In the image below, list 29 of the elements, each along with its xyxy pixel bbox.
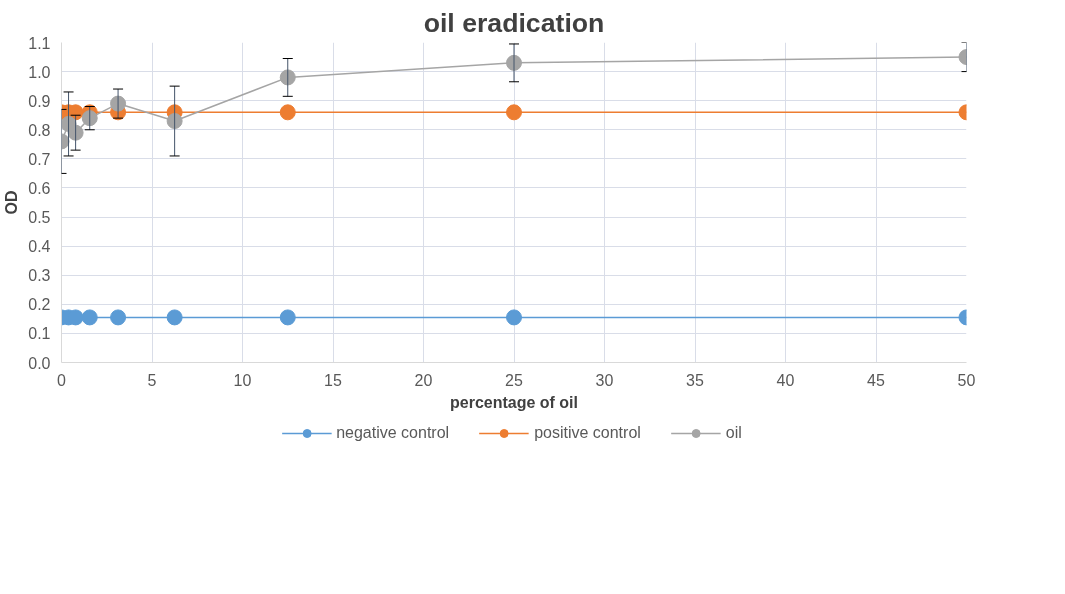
x-tick-label: 30 [595,371,614,389]
y-tick-label: 1.0 [28,63,51,81]
legend-label: positive control [534,424,641,442]
x-tick-label: 35 [686,371,704,389]
x-tick-label: 10 [233,371,252,389]
y-tick-label: 0.6 [28,179,51,197]
y-tick-label: 0.8 [28,121,51,139]
legend-label: oil [725,424,743,442]
y-tick-label: 0.9 [28,92,51,110]
y-tick-label: 0.7 [28,150,51,168]
x-tick-label: 0 [57,371,67,389]
y-tick-label: 0.3 [28,267,51,285]
x-tick-label: 50 [957,371,976,389]
x-tick-label: 25 [505,371,523,389]
y-tick-label: 1.1 [28,34,51,52]
y-axis-title: OD [3,190,21,215]
y-tick-label: 0.5 [28,209,51,227]
x-axis-title: percentage of oil [449,393,579,411]
x-tick-label: 15 [324,371,342,389]
chart-title: oil eradication [423,7,605,38]
x-tick-label: 45 [867,371,885,389]
y-tick-label: 0.1 [28,325,51,343]
legend-label: negative control [336,424,450,442]
y-tick-label: 0.0 [28,354,51,372]
x-tick-label: 20 [414,371,433,389]
y-tick-label: 0.2 [28,296,51,314]
x-tick-label: 5 [147,371,157,389]
y-tick-label: 0.4 [28,238,51,256]
x-tick-label: 40 [776,371,795,389]
